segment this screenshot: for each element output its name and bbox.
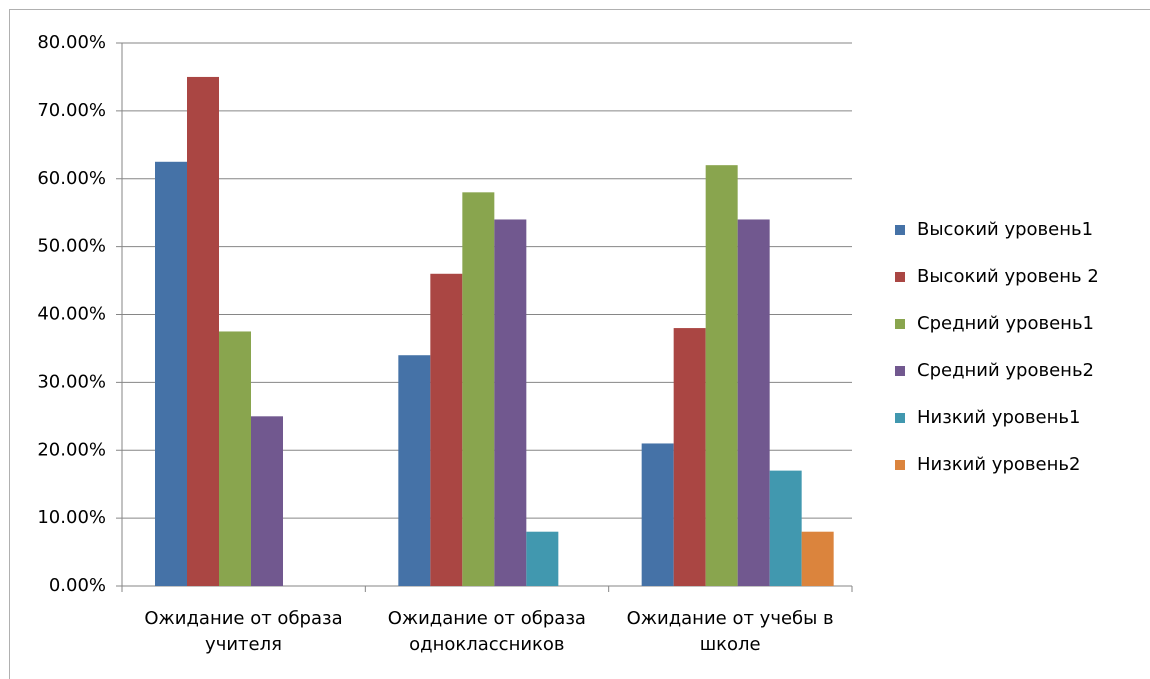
legend-swatch [895,225,905,235]
bar [219,331,251,586]
legend-swatch [895,272,905,282]
legend-label: Низкий уровень2 [917,454,1080,475]
y-tick-label: 40.00% [37,304,106,325]
x-tick-label: Ожидание от образа учителя [144,608,343,655]
y-tick-label: 50.00% [37,236,106,257]
legend-label: Средний уровень1 [917,313,1094,334]
y-tick-label: 30.00% [37,371,106,392]
bar [801,531,834,586]
bar [705,165,738,587]
y-tick-label: 10.00% [37,507,106,528]
chart-border [9,9,1150,679]
legend-label: Низкий уровень1 [917,407,1080,428]
bar [526,531,559,586]
bar [737,219,770,586]
bar [769,470,802,586]
legend-label: Средний уровень2 [917,360,1094,381]
y-tick-label: 80.00% [37,32,106,53]
bar [641,443,674,586]
bar [251,416,283,586]
legend-swatch [895,319,905,329]
bar [187,76,219,586]
legend-label: Высокий уровень 2 [917,266,1099,287]
bar [155,161,187,586]
legend-swatch [895,413,905,423]
legend-swatch [895,460,905,470]
bar [462,192,495,586]
y-tick-label: 0.00% [49,575,106,596]
legend-label: Высокий уровень1 [917,219,1093,240]
y-tick-label: 60.00% [37,168,106,189]
bar [398,355,431,586]
x-tick-label: Ожидание от образа одноклассников [387,608,586,655]
y-tick-label: 20.00% [37,439,106,460]
bar [673,328,706,586]
bar [494,219,527,586]
x-tick-label: Ожидание от учебы в школе [626,608,834,655]
legend-swatch [895,366,905,376]
bar [430,273,463,586]
y-tick-label: 70.00% [37,100,106,121]
